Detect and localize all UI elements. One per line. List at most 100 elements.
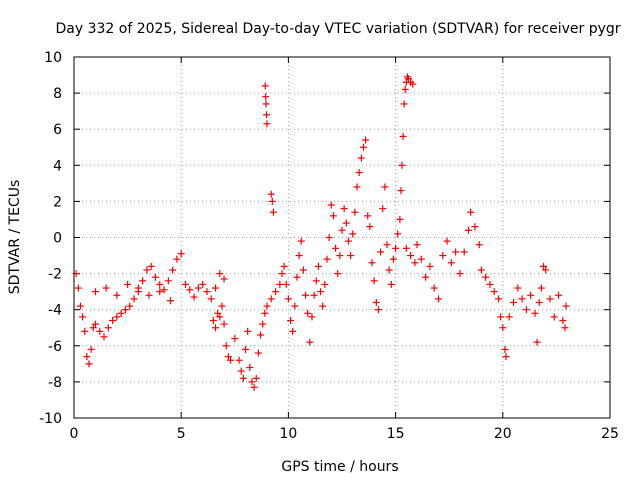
data-point (284, 295, 292, 303)
data-point (306, 338, 314, 346)
data-point (102, 284, 110, 292)
data-point (355, 169, 363, 177)
data-point (207, 295, 215, 303)
data-point (364, 212, 372, 220)
data-point (542, 266, 550, 274)
data-point (495, 295, 503, 303)
data-point (537, 284, 545, 292)
x-tick-label: 5 (177, 426, 186, 442)
data-point (181, 280, 189, 288)
data-point (160, 286, 168, 294)
data-point (477, 266, 485, 274)
data-point (109, 317, 117, 325)
data-point (372, 298, 380, 306)
data-point (522, 306, 530, 314)
data-point (540, 262, 548, 270)
data-point (366, 223, 374, 231)
data-point (359, 143, 367, 151)
y-tick-label: 10 (44, 50, 62, 66)
data-point (81, 327, 89, 335)
data-point (209, 317, 217, 325)
data-point (310, 291, 318, 299)
data-point (400, 100, 408, 108)
data-point (113, 313, 121, 321)
data-point (220, 275, 228, 283)
data-point (327, 201, 335, 209)
data-point (79, 313, 87, 321)
data-point (246, 363, 254, 371)
data-point (177, 250, 185, 258)
data-point (344, 237, 352, 245)
data-point (319, 302, 327, 310)
data-point (299, 266, 307, 274)
data-point (280, 262, 288, 270)
data-point (261, 82, 269, 90)
data-point (145, 291, 153, 299)
data-point (499, 324, 507, 332)
y-tick-labels: -10 -8 -6 -4 -2 0 2 4 6 8 10 (39, 50, 62, 427)
data-point (267, 295, 275, 303)
data-point (394, 230, 402, 238)
x-tick-label: 25 (601, 426, 619, 442)
data-point (389, 255, 397, 263)
y-tick-label: -6 (48, 339, 62, 355)
x-tick-label: 20 (494, 426, 512, 442)
data-point (147, 262, 155, 270)
data-point (456, 270, 464, 278)
data-point (314, 262, 322, 270)
data-point (385, 266, 393, 274)
data-point (203, 288, 211, 296)
data-point (262, 93, 270, 101)
data-point (224, 353, 232, 361)
data-point (218, 302, 226, 310)
y-tick-label: -8 (48, 375, 62, 391)
x-tick-labels: 0 5 10 15 20 25 (70, 426, 619, 442)
chart-title: Day 332 of 2025, Sidereal Day-to-day VTE… (55, 21, 620, 37)
data-point (212, 324, 220, 332)
y-axis-label: SDTVAR / TECUs (7, 180, 23, 295)
data-point (397, 187, 405, 195)
data-point (411, 259, 419, 267)
data-point (402, 244, 410, 252)
data-point (250, 383, 258, 391)
data-point (383, 241, 391, 249)
data-point (139, 277, 147, 285)
data-point (126, 302, 134, 310)
data-point (467, 208, 475, 216)
data-point (399, 132, 407, 140)
data-point (268, 197, 276, 205)
data-point (121, 306, 129, 314)
data-point (407, 252, 415, 260)
data-point (312, 277, 320, 285)
data-point (426, 262, 434, 270)
data-point (216, 270, 224, 278)
data-point (555, 291, 563, 299)
data-point (460, 248, 468, 256)
data-point (248, 378, 256, 386)
data-point (531, 309, 539, 317)
data-point (368, 259, 376, 267)
x-tick-label: 0 (70, 426, 79, 442)
data-point (272, 288, 280, 296)
x-axis-label: GPS time / hours (281, 459, 398, 475)
data-point (338, 226, 346, 234)
y-tick-label: 6 (53, 122, 62, 138)
data-point (269, 208, 277, 216)
data-point (276, 280, 284, 288)
data-point (329, 212, 337, 220)
data-point (490, 288, 498, 296)
data-point (143, 266, 151, 274)
data-point (471, 223, 479, 231)
data-point (220, 320, 228, 328)
y-tick-label: 8 (53, 86, 62, 102)
data-point (362, 136, 370, 144)
data-point (85, 360, 93, 368)
data-point (214, 309, 222, 317)
data-point (347, 252, 355, 260)
data-point (413, 241, 421, 249)
data-point (186, 286, 194, 294)
data-point (295, 252, 303, 260)
data-point (518, 295, 526, 303)
data-point (124, 280, 132, 288)
